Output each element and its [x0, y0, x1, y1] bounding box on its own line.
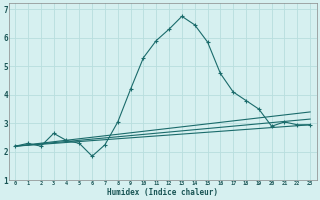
- X-axis label: Humidex (Indice chaleur): Humidex (Indice chaleur): [107, 188, 218, 197]
